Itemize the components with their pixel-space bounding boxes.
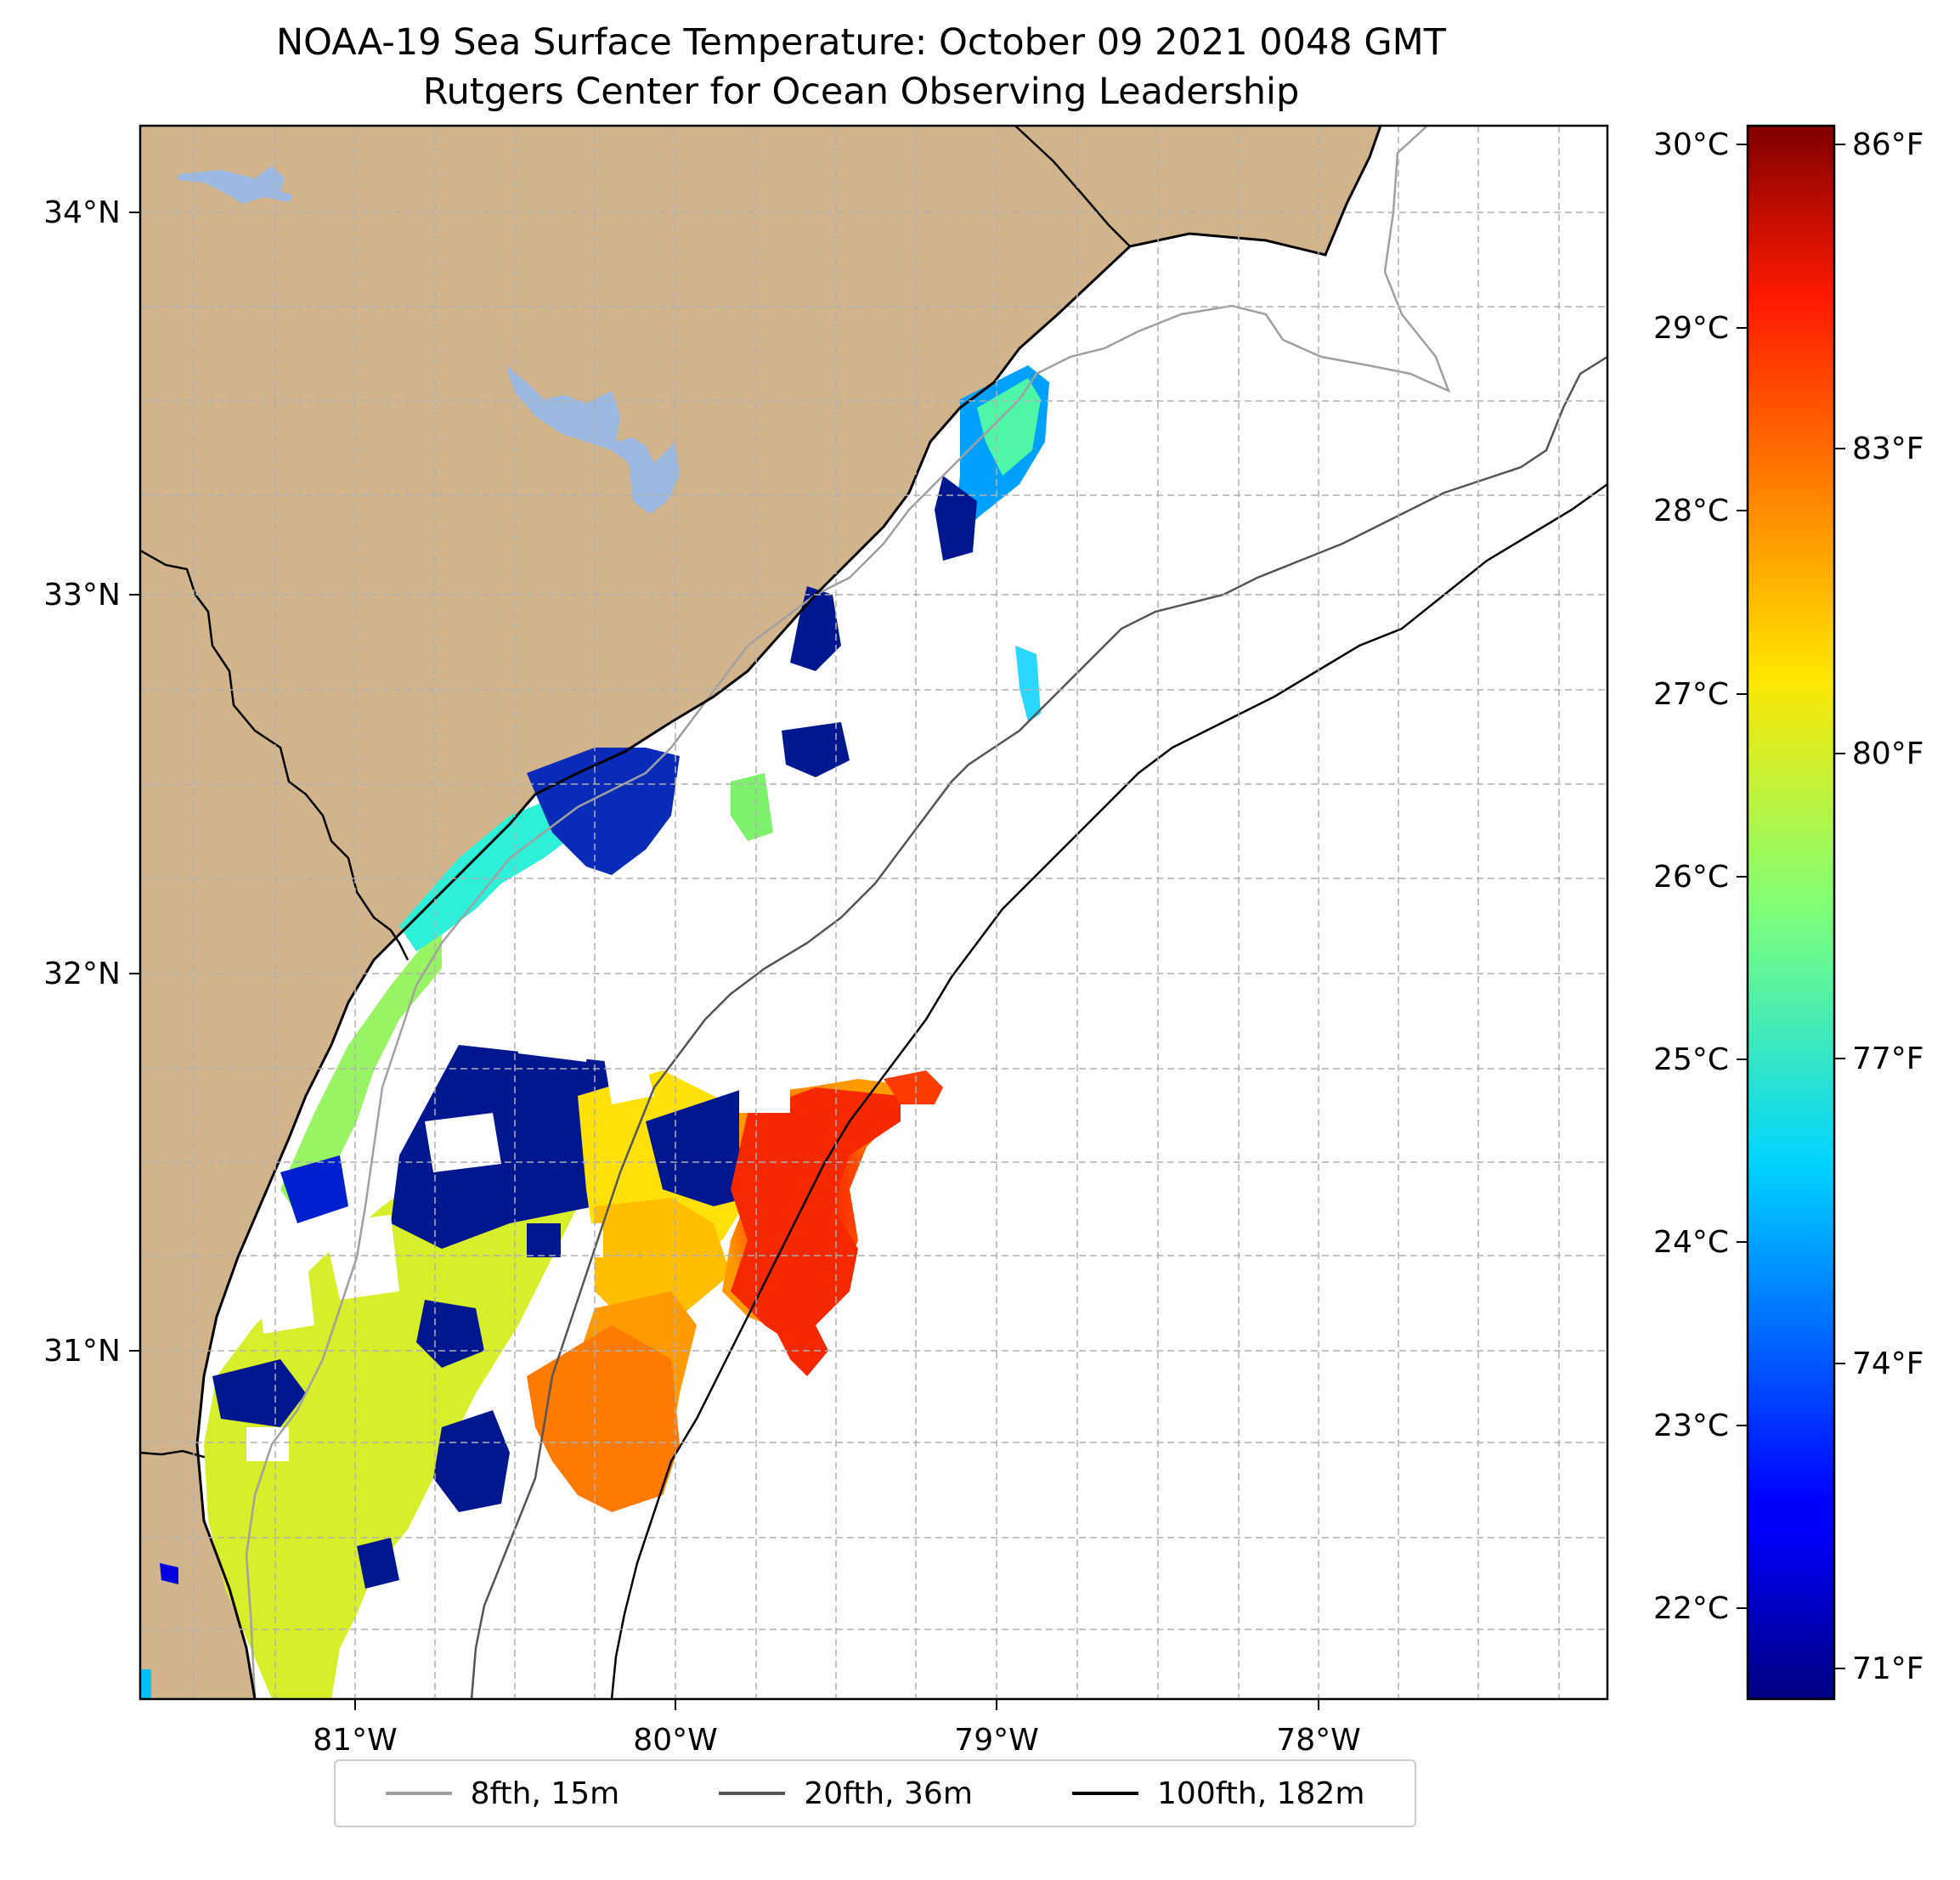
colorbar xyxy=(1746,124,1836,1701)
isobath-100fth xyxy=(610,483,1607,1699)
legend-label: 8fth, 15m xyxy=(470,1776,620,1811)
colorbar-celsius-label: 25°C xyxy=(1653,1042,1729,1077)
legend-item-8fth: 8fth, 15m xyxy=(385,1776,620,1811)
lat-tick-label: 31°N xyxy=(43,1334,121,1369)
lat-tick-label: 33°N xyxy=(43,578,121,613)
gridlines xyxy=(140,126,1607,1699)
colorbar-fahrenheit-label: 71°F xyxy=(1852,1651,1924,1686)
state-border xyxy=(140,549,410,961)
lat-tick-label: 32°N xyxy=(43,957,121,991)
coastline xyxy=(195,126,1382,1699)
colorbar-fahrenheit-label: 83°F xyxy=(1852,432,1924,466)
legend-swatch xyxy=(719,1792,786,1795)
legend-label: 20fth, 36m xyxy=(804,1776,973,1811)
isobath-8fth xyxy=(245,126,1451,1699)
axis-ticks xyxy=(129,212,1319,1710)
colorbar-celsius-label: 22°C xyxy=(1653,1591,1729,1626)
colorbar-fahrenheit-label: 74°F xyxy=(1852,1346,1924,1381)
state-border xyxy=(1014,126,1131,247)
colorbar-celsius-label: 27°C xyxy=(1653,677,1729,712)
colorbar-celsius-label: 24°C xyxy=(1653,1225,1729,1260)
colorbar-celsius-label: 29°C xyxy=(1653,311,1729,346)
colorbar-fahrenheit-label: 77°F xyxy=(1852,1042,1924,1076)
map-frame xyxy=(138,124,1609,1701)
colorbar-fahrenheit-label: 80°F xyxy=(1852,737,1924,771)
colorbar-celsius-label: 23°C xyxy=(1653,1409,1729,1443)
land xyxy=(140,126,1381,1699)
isobath-20fth xyxy=(470,355,1607,1699)
colorbar-fahrenheit-label: 86°F xyxy=(1852,127,1924,162)
map-title: NOAA-19 Sea Surface Temperature: October… xyxy=(275,21,1447,64)
lat-tick-label: 34°N xyxy=(43,195,121,230)
legend-label: 100fth, 182m xyxy=(1157,1776,1365,1811)
colorbar-celsius-label: 26°C xyxy=(1653,860,1729,895)
lon-tick-label: 80°W xyxy=(633,1723,717,1758)
map-panel xyxy=(140,126,1607,1699)
legend-item-100fth: 100fth, 182m xyxy=(1072,1776,1364,1811)
map-subtitle: Rutgers Center for Ocean Observing Leade… xyxy=(422,71,1300,113)
lon-tick-label: 78°W xyxy=(1276,1723,1360,1758)
colorbar-celsius-label: 28°C xyxy=(1653,494,1729,528)
colorbar-celsius-label: 30°C xyxy=(1653,127,1729,162)
legend-swatch xyxy=(385,1792,452,1795)
colorbar-ticks xyxy=(1737,144,1845,1669)
legend-swatch xyxy=(1072,1792,1139,1795)
lake xyxy=(178,166,293,204)
lon-tick-label: 79°W xyxy=(954,1723,1038,1758)
lake xyxy=(506,365,680,514)
lon-tick-label: 81°W xyxy=(313,1723,397,1758)
isobath-legend: 8fth, 15m 20fth, 36m 100fth, 182m xyxy=(334,1759,1416,1827)
legend-item-20fth: 20fth, 36m xyxy=(719,1776,973,1811)
